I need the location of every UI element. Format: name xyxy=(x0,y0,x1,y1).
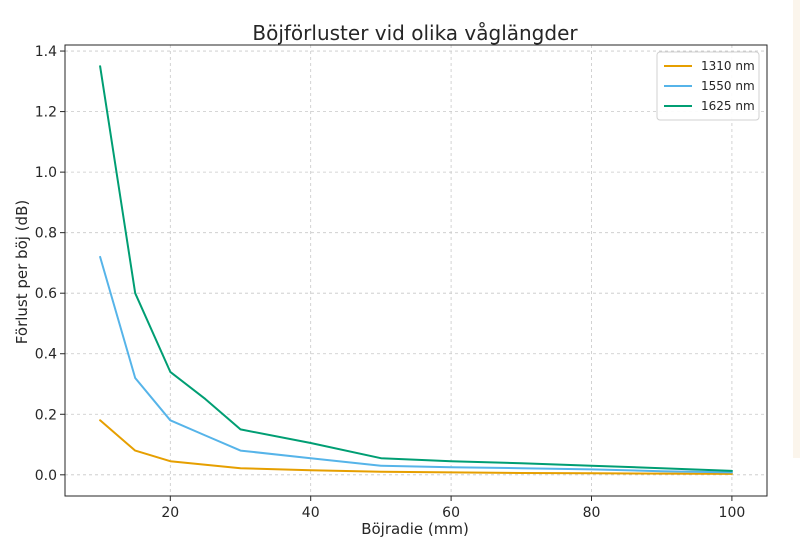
legend: 1310 nm 1550 nm 1625 nm xyxy=(656,51,760,121)
legend-label: 1625 nm xyxy=(701,99,755,113)
x-tick-label: 80 xyxy=(583,505,601,521)
chart-title: Böjförluster vid olika våglängder xyxy=(252,21,578,45)
x-tick-label: 40 xyxy=(302,505,320,521)
series-line-1310-nm xyxy=(99,419,733,475)
grid xyxy=(65,45,767,496)
y-tick-label: 1.4 xyxy=(35,44,57,60)
legend-label: 1310 nm xyxy=(701,59,755,73)
y-tick-label: 1.0 xyxy=(35,165,57,181)
edge-strip xyxy=(793,0,800,458)
axis-ticks: 20 40 60 80 100 0.0 0.2 0.4 0.6 0.8 1.0 1.2 1.4 xyxy=(35,44,746,521)
y-tick-label: 1.2 xyxy=(35,105,57,121)
plot-frame xyxy=(64,44,768,497)
y-axis-label: Förlust per böj (dB) xyxy=(13,200,31,344)
legend-label: 1550 nm xyxy=(701,79,755,93)
legend-box xyxy=(656,51,760,121)
y-tick-label: 0.6 xyxy=(35,286,57,302)
series-line-1625-nm xyxy=(99,65,733,472)
x-tick-label: 20 xyxy=(161,505,179,521)
x-tick-label: 100 xyxy=(719,505,746,521)
x-tick-label: 60 xyxy=(442,505,460,521)
y-tick-label: 0.2 xyxy=(35,407,57,423)
series-line-1550-nm xyxy=(99,255,733,474)
y-tick-label: 0.0 xyxy=(35,468,57,484)
series-lines xyxy=(99,65,733,475)
y-tick-label: 0.4 xyxy=(35,347,57,363)
y-tick-label: 0.8 xyxy=(35,226,57,242)
x-axis-label: Böjradie (mm) xyxy=(361,520,469,538)
